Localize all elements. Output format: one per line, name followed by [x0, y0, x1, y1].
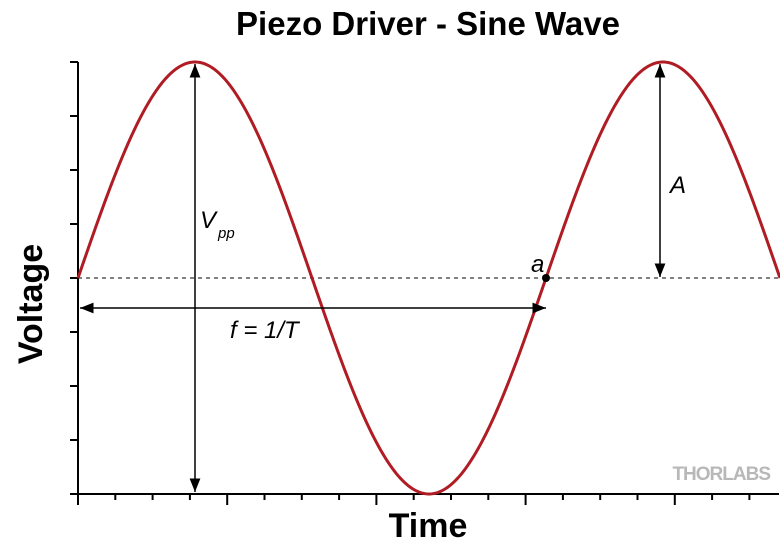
point-marker	[542, 274, 550, 282]
title: Piezo Driver - Sine Wave	[236, 5, 620, 42]
vpp-label: V	[200, 207, 218, 234]
sine-wave	[76, 60, 780, 496]
vpp-subscript: pp	[217, 225, 235, 242]
point-label: a	[531, 251, 544, 278]
logo: THORLABS	[672, 464, 770, 485]
axis-ticks	[70, 61, 751, 505]
amplitude-label: A	[668, 172, 686, 199]
frequency-label: f = 1/T	[230, 317, 301, 344]
x-axis-label: Time	[389, 507, 468, 545]
y-axis-label: Voltage	[12, 244, 50, 364]
